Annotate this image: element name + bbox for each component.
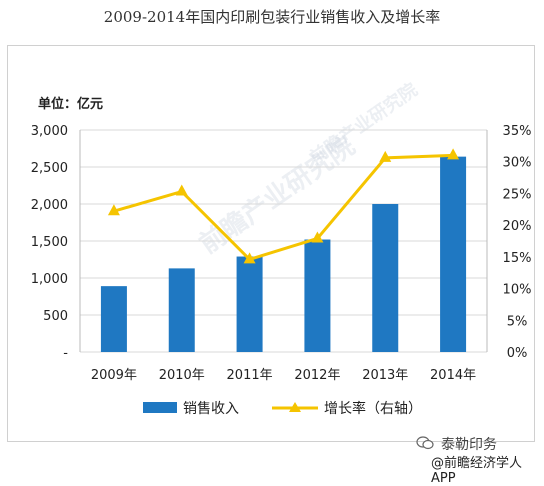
right-tick-label: 20% (503, 219, 532, 234)
left-tick-label: - (63, 346, 68, 361)
bar (304, 239, 331, 352)
bar (236, 256, 263, 352)
left-axis-ticks: - 500 1,000 1,500 2,000 2,500 3,000 (31, 124, 69, 361)
left-tick-label: 3,000 (31, 124, 68, 139)
line-point (175, 184, 188, 196)
x-tick-label: 2012年 (294, 368, 340, 383)
footer-source: @前瞻经济学人APP (431, 456, 523, 486)
right-tick-label: 0% (507, 346, 528, 361)
chart-svg: - 500 1,000 1,500 2,000 2,500 3,000 0% 5% 10% 15%… (31, 96, 532, 417)
legend-line-label: 增长率（右轴） (324, 400, 422, 417)
right-tick-label: 15% (503, 251, 532, 266)
x-tick-label: 2013年 (362, 368, 408, 383)
right-tick-label: 5% (507, 314, 528, 329)
x-tick-label: 2010年 (159, 368, 205, 383)
x-tick-label: 2009年 (91, 368, 137, 383)
footer-account: 泰勒印务 (441, 437, 497, 453)
legend-bar-label: 销售收入 (183, 401, 239, 417)
bars-group (100, 156, 467, 352)
left-tick-label: 500 (43, 309, 68, 324)
right-tick-label: 35% (503, 124, 532, 139)
right-tick-label: 10% (503, 283, 532, 298)
bar (100, 286, 127, 352)
right-tick-label: 30% (503, 156, 532, 171)
wechat-icon (416, 436, 434, 450)
x-tick-label: 2011年 (227, 368, 273, 383)
line-point (243, 252, 256, 264)
legend-line-marker (289, 402, 301, 412)
chart-title: 2009-2014年国内印刷包装行业销售收入及增长率 (103, 8, 441, 26)
line-point (379, 150, 392, 162)
bar (372, 204, 399, 352)
line-group (107, 148, 460, 264)
line-point (311, 231, 324, 243)
right-tick-label: 25% (503, 187, 532, 202)
unit-label: 单位：亿元 (38, 96, 103, 112)
growth-line (113, 153, 454, 262)
line-point (447, 148, 460, 160)
line-point (107, 204, 120, 216)
grid-lines (79, 129, 488, 353)
x-tick-label: 2014年 (430, 368, 476, 383)
left-tick-label: 2,500 (31, 161, 68, 176)
left-tick-label: 1,000 (31, 272, 68, 287)
legend: 销售收入 增长率（右轴） (143, 400, 422, 417)
bar (440, 156, 467, 352)
bar (168, 268, 195, 352)
x-axis-ticks: 2009年 2010年 2011年 2012年 2013年 2014年 (91, 368, 476, 383)
left-tick-label: 2,000 (31, 198, 68, 213)
right-axis-ticks: 0% 5% 10% 15% 20% 25% 30% 35% (503, 124, 532, 361)
legend-bar-swatch (143, 402, 177, 413)
left-tick-label: 1,500 (31, 235, 68, 250)
